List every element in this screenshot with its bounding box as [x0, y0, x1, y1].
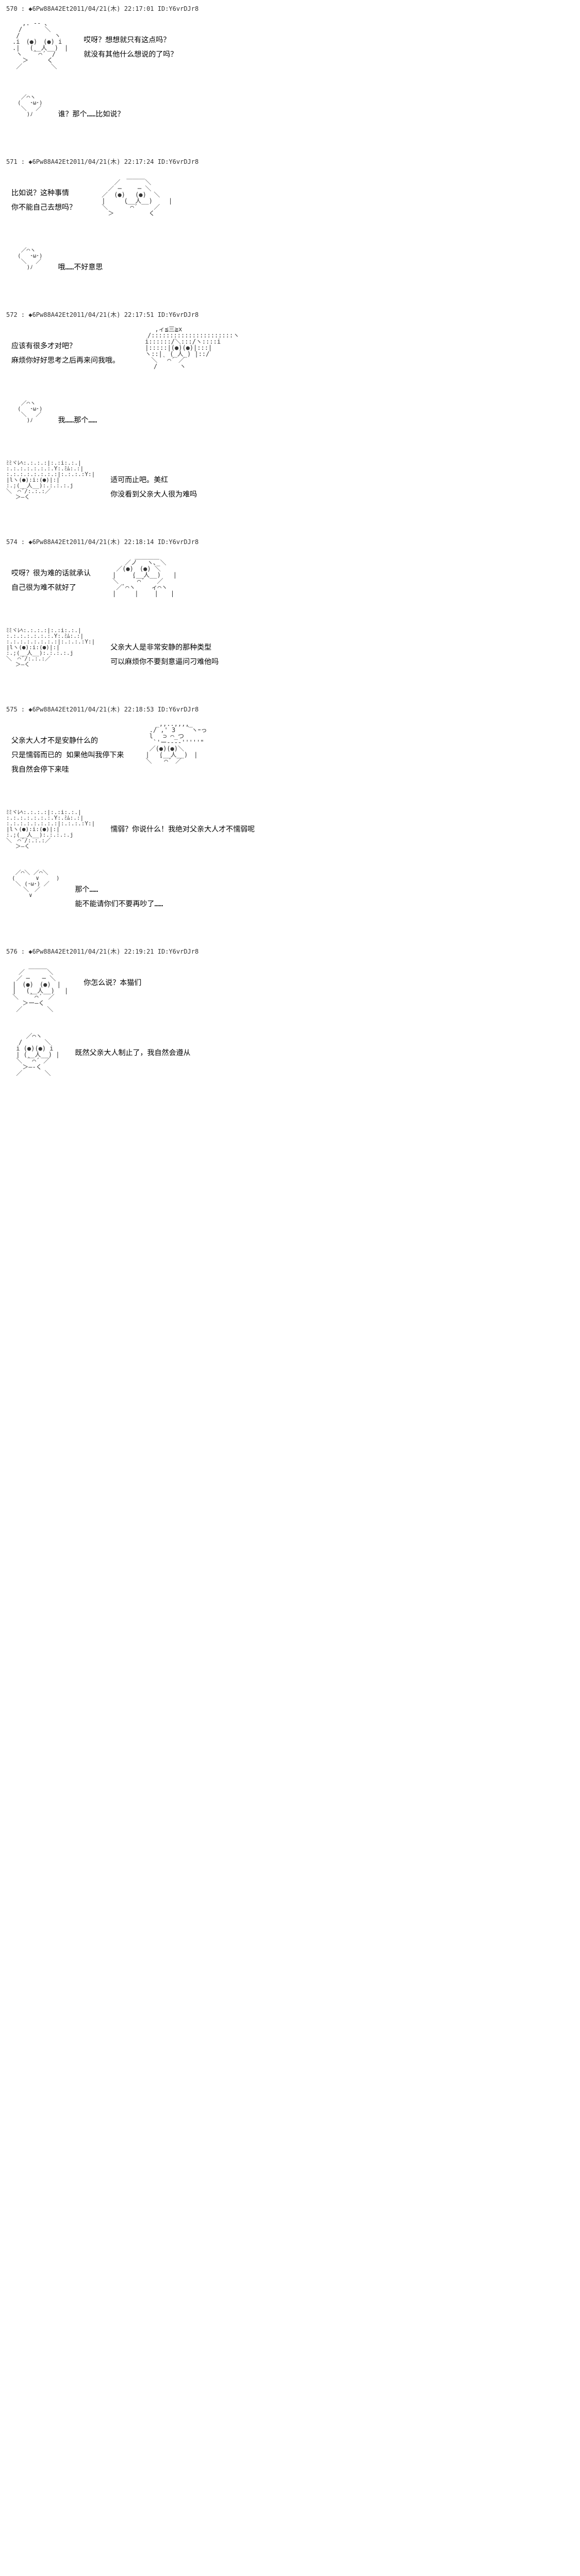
dialogue-line: 哦……不好意思 [58, 262, 103, 272]
dialogue: 应该有很多才对吧？ 麻烦你好好思考之后再来问我哦。 [6, 326, 125, 380]
content-block: ,. -‐ ､ / ＼ / ヽ .i (●) (●) i .| (__人__) … [6, 15, 574, 79]
content-block: 哎呀？很为难的话就承认自己很为难不就好了 ＿＿＿＿ ／ノ ヽ､_＼ ／(●) (… [6, 548, 574, 612]
ascii-art: ／⌒＼ ／⌒＼ ( ∨ ) ＼ (･ω･) ／ ＼ ／ ∨ [6, 870, 60, 898]
dialogue-line: 适可而止吧。美红 [110, 474, 197, 485]
dialogue: 适可而止吧。美红你没看到父亲大人很为难吗 [105, 460, 202, 514]
post: 574 : ◆6Pw88A42Et2011/04/21(木) 22:18:14 … [0, 533, 580, 701]
dialogue: 哎呀？想想就只有这点吗？ 就没有其他什么想说的了吗？ [78, 20, 183, 74]
content-block: 比如说？这种事情你不能自己去想吗？ ＿＿＿ ／ ＼ ／ ─ ─ ＼ ／ (●) … [6, 168, 574, 232]
ascii-art: _,,..,,,,_ ./ ,' 3 ｀ヽｰっ l ⊃ ⌒_つ `'ー---‐'… [139, 721, 207, 764]
post-header: 570 : ◆6Pw88A42Et2011/04/21(木) 22:17:01 … [6, 4, 574, 13]
dialogue-line: 可以麻烦你不要刻意逼问刁难他吗 [110, 656, 219, 667]
post: 576 : ◆6Pw88A42Et2011/04/21(木) 22:19:21 … [0, 943, 580, 1096]
dialogue-line: 哎呀？很为难的话就承认 [11, 568, 91, 578]
dialogue-line: 能不能请你们不要再吵了…… [75, 899, 163, 909]
ascii-art: ,ィ≦三≧x /::::::::::::::::::::::ヽ i::::::/… [135, 326, 239, 369]
dialogue: 既然父亲大人制止了，我自然会遵从 [70, 1033, 195, 1072]
content-block: ／⌒ヽ ( ･ω･) ＼ ／ )ﾉ 谁？那个……比如说？ [6, 89, 574, 139]
ascii-art: ／⌒ヽ ( ･ω･) ＼ ／ )ﾉ [6, 247, 43, 270]
dialogue-line: 父亲大人才不是安静什么的 [11, 735, 124, 745]
content-block: ／⌒ヽ ( ･ω･) ＼ ／ )ﾉ 哦……不好意思 [6, 242, 574, 292]
ascii-art: ﾐﾐヾﾚﾍ:.:.:.:|:.:i:.:.| :.:.:.:.:.:.:.Y:.… [6, 460, 95, 500]
dialogue-line: 就没有其他什么想说的了吗？ [84, 49, 177, 59]
dialogue-line: 你不能自己去想吗？ [11, 202, 76, 212]
ascii-art: ＿＿＿ ／ ＼ ／ ─ ─ ＼ ／ (●) (●) ＼ | (__人__) | … [92, 173, 172, 216]
content-block: ／⌒ヽ / ＼ i (●)(●) i | (__人__) | ＼ ｀⌒´ ／ ＞… [6, 1028, 574, 1081]
dialogue-line: 谁？那个……比如说？ [58, 109, 125, 119]
ascii-art: ／⌒ヽ ( ･ω･) ＼ ／ )ﾉ [6, 400, 43, 423]
ascii-art: ＿＿＿ ／ ＼ ／ ─ ─ ＼ | (●) (●) | | (__人__) | … [6, 963, 68, 1012]
dialogue-line: 我自然会停下来哇 [11, 764, 124, 774]
dialogue: 懦弱？你说什么！我绝对父亲大人才不懦弱呢 [105, 809, 260, 849]
ascii-art: ＿＿＿＿ ／ノ ヽ､_＼ ／(●) (●) ＼ | (__人__) | ＼ ｀⌒… [106, 553, 177, 597]
ascii-art: ﾐﾐヾﾚﾍ:.:.:.:|:.:i:.:.| :.:.:.:.:.:.:.Y:.… [6, 628, 95, 667]
content-block: ﾐﾐヾﾚﾍ:.:.:.:|:.:i:.:.| :.:.:.:.:.:.:.Y:.… [6, 455, 574, 519]
content-block: ／⌒ヽ ( ･ω･) ＼ ／ )ﾉ 我……那个…… [6, 395, 574, 445]
post-header: 575 : ◆6Pw88A42Et2011/04/21(木) 22:18:53 … [6, 705, 574, 714]
content-block: ／⌒＼ ／⌒＼ ( ∨ ) ＼ (･ω･) ／ ＼ ／ ∨ 那个…… 能不能请你们不… [6, 865, 574, 928]
dialogue-line: 只是懦弱而已的 如果他叫我停下来 [11, 750, 124, 760]
ascii-art: ,. -‐ ､ / ＼ / ヽ .i (●) (●) i .| (__人__) … [6, 20, 68, 70]
post-header: 574 : ◆6Pw88A42Et2011/04/21(木) 22:18:14 … [6, 537, 574, 546]
dialogue-line: 你怎么说？本猫们 [84, 977, 141, 988]
post: 575 : ◆6Pw88A42Et2011/04/21(木) 22:18:53 … [0, 701, 580, 943]
dialogue-line: 懦弱？你说什么！我绝对父亲大人才不懦弱呢 [110, 824, 255, 834]
dialogue-line: 那个…… [75, 884, 163, 894]
dialogue-line: 麻烦你好好思考之后再来问我哦。 [11, 355, 120, 365]
dialogue-line: 父亲大人是非常安静的那种类型 [110, 642, 219, 652]
post: 571 : ◆6Pw88A42Et2011/04/21(木) 22:17:24 … [0, 153, 580, 306]
dialogue-line: 自己很为难不就好了 [11, 582, 91, 592]
dialogue: 父亲大人才不是安静什么的只是懦弱而已的 如果他叫我停下来我自然会停下来哇 [6, 721, 129, 789]
dialogue: 我……那个…… [53, 400, 103, 439]
post-header: 572 : ◆6Pw88A42Et2011/04/21(木) 22:17:51 … [6, 310, 574, 319]
dialogue: 谁？那个……比如说？ [53, 94, 130, 133]
post-header: 571 : ◆6Pw88A42Et2011/04/21(木) 22:17:24 … [6, 157, 574, 166]
ascii-art: ／⌒ヽ ( ･ω･) ＼ ／ )ﾉ [6, 94, 43, 117]
content-block: ＿＿＿ ／ ＼ ／ ─ ─ ＼ | (●) (●) | | (__人__) | … [6, 958, 574, 1018]
post: 572 : ◆6Pw88A42Et2011/04/21(木) 22:17:51 … [0, 306, 580, 533]
dialogue: 父亲大人是非常安静的那种类型可以麻烦你不要刻意逼问刁难他吗 [105, 628, 224, 681]
dialogue: 比如说？这种事情你不能自己去想吗？ [6, 173, 81, 227]
post-header: 576 : ◆6Pw88A42Et2011/04/21(木) 22:19:21 … [6, 947, 574, 956]
content-block: 应该有很多才对吧？麻烦你好好思考之后再来问我哦。 ,ィ≦三≧x /:::::::… [6, 321, 574, 385]
dialogue: 你怎么说？本猫们 [78, 963, 146, 1002]
post: 570 : ◆6Pw88A42Et2011/04/21(木) 22:17:01 … [0, 0, 580, 153]
dialogue: 哦……不好意思 [53, 247, 108, 286]
ascii-art: ／⌒ヽ / ＼ i (●)(●) i | (__人__) | ＼ ｀⌒´ ／ ＞… [6, 1033, 59, 1076]
content-block: ﾐﾐヾﾚﾍ:.:.:.:|:.:i:.:.| :.:.:.:.:.:.:.Y:.… [6, 804, 574, 854]
ascii-art: ﾐﾐヾﾚﾍ:.:.:.:|:.:i:.:.| :.:.:.:.:.:.:.Y:.… [6, 809, 95, 849]
dialogue-line: 哎呀？想想就只有这点吗？ [84, 35, 177, 45]
dialogue-line: 应该有很多才对吧？ [11, 341, 120, 351]
dialogue-line: 比如说？这种事情 [11, 188, 76, 198]
dialogue: 那个…… 能不能请你们不要再吵了…… [70, 870, 169, 923]
content-block: 父亲大人才不是安静什么的只是懦弱而已的 如果他叫我停下来我自然会停下来哇 _,,… [6, 716, 574, 794]
content-block: ﾐﾐヾﾚﾍ:.:.:.:|:.:i:.:.| :.:.:.:.:.:.:.Y:.… [6, 622, 574, 686]
dialogue-line: 既然父亲大人制止了，我自然会遵从 [75, 1047, 190, 1058]
dialogue-line: 我……那个…… [58, 415, 97, 425]
dialogue-line: 你没看到父亲大人很为难吗 [110, 489, 197, 499]
dialogue: 哎呀？很为难的话就承认自己很为难不就好了 [6, 553, 96, 607]
